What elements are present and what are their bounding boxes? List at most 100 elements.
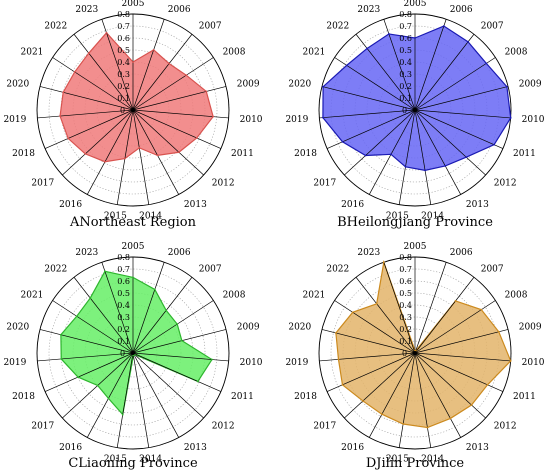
data-point-2009 bbox=[506, 85, 508, 88]
spoke-2014 bbox=[132, 109, 150, 205]
data-point-2010 bbox=[212, 115, 215, 118]
tick-label: 0.3 bbox=[117, 70, 130, 79]
spoke-2022 bbox=[355, 277, 416, 354]
category-label-2019: 2019 bbox=[3, 358, 26, 368]
category-label-2019: 2019 bbox=[285, 358, 308, 368]
spoke-2009 bbox=[132, 86, 227, 111]
data-point-2015 bbox=[404, 165, 407, 168]
data-point-2015 bbox=[124, 157, 126, 160]
spoke-2011 bbox=[132, 109, 222, 149]
category-label-2012: 2012 bbox=[212, 421, 235, 431]
tick-label: 0.6 bbox=[117, 34, 130, 43]
tick-label: 0.3 bbox=[399, 70, 412, 79]
data-point-2008 bbox=[176, 323, 179, 326]
spoke-2023 bbox=[101, 19, 134, 111]
category-label-2010: 2010 bbox=[522, 358, 545, 368]
spoke-2019 bbox=[37, 109, 134, 119]
data-point-2023 bbox=[105, 31, 108, 34]
spoke-2017 bbox=[344, 352, 416, 419]
data-point-2022 bbox=[366, 47, 368, 50]
data-point-2007 bbox=[467, 40, 469, 43]
category-label-2007: 2007 bbox=[199, 265, 222, 275]
data-point-2014 bbox=[424, 169, 426, 172]
spoke-2017 bbox=[344, 109, 416, 176]
category-label-2005: 2005 bbox=[404, 0, 427, 9]
category-label-2011: 2011 bbox=[513, 392, 536, 402]
spoke-2007 bbox=[132, 277, 193, 354]
spoke-2012 bbox=[414, 109, 486, 176]
data-point-2019 bbox=[322, 116, 324, 119]
category-label-2020: 2020 bbox=[288, 323, 311, 333]
data-point-2023 bbox=[387, 33, 390, 35]
category-label-2017: 2017 bbox=[31, 421, 54, 431]
spoke-2011 bbox=[414, 109, 504, 149]
category-label-2012: 2012 bbox=[494, 421, 517, 431]
tick-label: 0.4 bbox=[117, 301, 130, 310]
data-point-2021 bbox=[345, 64, 348, 67]
category-label-2016: 2016 bbox=[341, 443, 364, 453]
data-point-2012 bbox=[178, 151, 180, 154]
category-label-2015: 2015 bbox=[386, 212, 409, 222]
data-point-2005 bbox=[414, 37, 416, 39]
spoke-2009 bbox=[414, 329, 509, 354]
category-label-2009: 2009 bbox=[237, 323, 260, 333]
tick-label: 0 bbox=[402, 106, 407, 115]
category-label-2013: 2013 bbox=[184, 200, 207, 210]
data-point-2020 bbox=[59, 333, 62, 336]
category-label-2017: 2017 bbox=[31, 178, 54, 188]
category-label-2007: 2007 bbox=[481, 22, 504, 32]
category-label-2022: 2022 bbox=[44, 265, 67, 275]
data-point-2014 bbox=[426, 426, 429, 429]
category-label-2021: 2021 bbox=[303, 47, 326, 57]
data-point-2005 bbox=[132, 276, 134, 279]
data-point-2020 bbox=[322, 85, 324, 88]
data-point-2018 bbox=[341, 383, 344, 386]
category-label-2011: 2011 bbox=[231, 149, 254, 159]
tick-label: 0.6 bbox=[399, 277, 412, 286]
data-point-2007 bbox=[165, 309, 168, 312]
spoke-2018 bbox=[44, 109, 134, 149]
series-area bbox=[322, 25, 512, 171]
data-point-2008 bbox=[480, 308, 483, 311]
spoke-2016 bbox=[369, 352, 416, 438]
category-label-2007: 2007 bbox=[481, 265, 504, 275]
tick-label: 0.4 bbox=[117, 58, 130, 67]
spoke-2009 bbox=[132, 329, 227, 354]
spoke-2019 bbox=[319, 352, 416, 362]
data-point-2007 bbox=[454, 300, 457, 302]
spoke-2007 bbox=[132, 34, 193, 111]
category-label-2013: 2013 bbox=[466, 443, 489, 453]
category-label-2018: 2018 bbox=[294, 149, 317, 159]
data-point-2020 bbox=[62, 91, 65, 94]
tick-label: 0.7 bbox=[117, 265, 130, 274]
spoke-2012 bbox=[132, 352, 204, 419]
category-label-2008: 2008 bbox=[223, 290, 246, 300]
center-dot bbox=[131, 351, 135, 355]
category-label-2012: 2012 bbox=[494, 178, 517, 188]
category-label-2020: 2020 bbox=[288, 80, 311, 90]
tick-label: 0.6 bbox=[117, 277, 130, 286]
category-label-2021: 2021 bbox=[21, 290, 44, 300]
spoke-2009 bbox=[414, 86, 509, 111]
category-label-2023: 2023 bbox=[75, 5, 98, 15]
category-label-2009: 2009 bbox=[519, 323, 542, 333]
spoke-2018 bbox=[44, 352, 134, 392]
data-point-2023 bbox=[382, 261, 385, 264]
data-point-2014 bbox=[138, 146, 141, 149]
tick-label: 0.8 bbox=[117, 253, 130, 262]
data-point-2019 bbox=[59, 115, 61, 117]
panel-title: CLiaoning Province bbox=[68, 456, 198, 471]
panel-title: DJilin Province bbox=[366, 456, 465, 471]
grid-ring bbox=[48, 268, 218, 438]
data-point-2022 bbox=[87, 52, 90, 55]
data-point-2006 bbox=[152, 48, 155, 51]
category-label-2015: 2015 bbox=[104, 212, 127, 222]
tick-label: 0.1 bbox=[399, 337, 412, 346]
data-point-2017 bbox=[364, 154, 367, 157]
category-label-2006: 2006 bbox=[450, 5, 473, 15]
category-label-2005: 2005 bbox=[122, 242, 145, 252]
tick-label: 0.2 bbox=[117, 325, 130, 334]
category-label-2016: 2016 bbox=[59, 443, 82, 453]
category-label-2023: 2023 bbox=[75, 248, 98, 258]
